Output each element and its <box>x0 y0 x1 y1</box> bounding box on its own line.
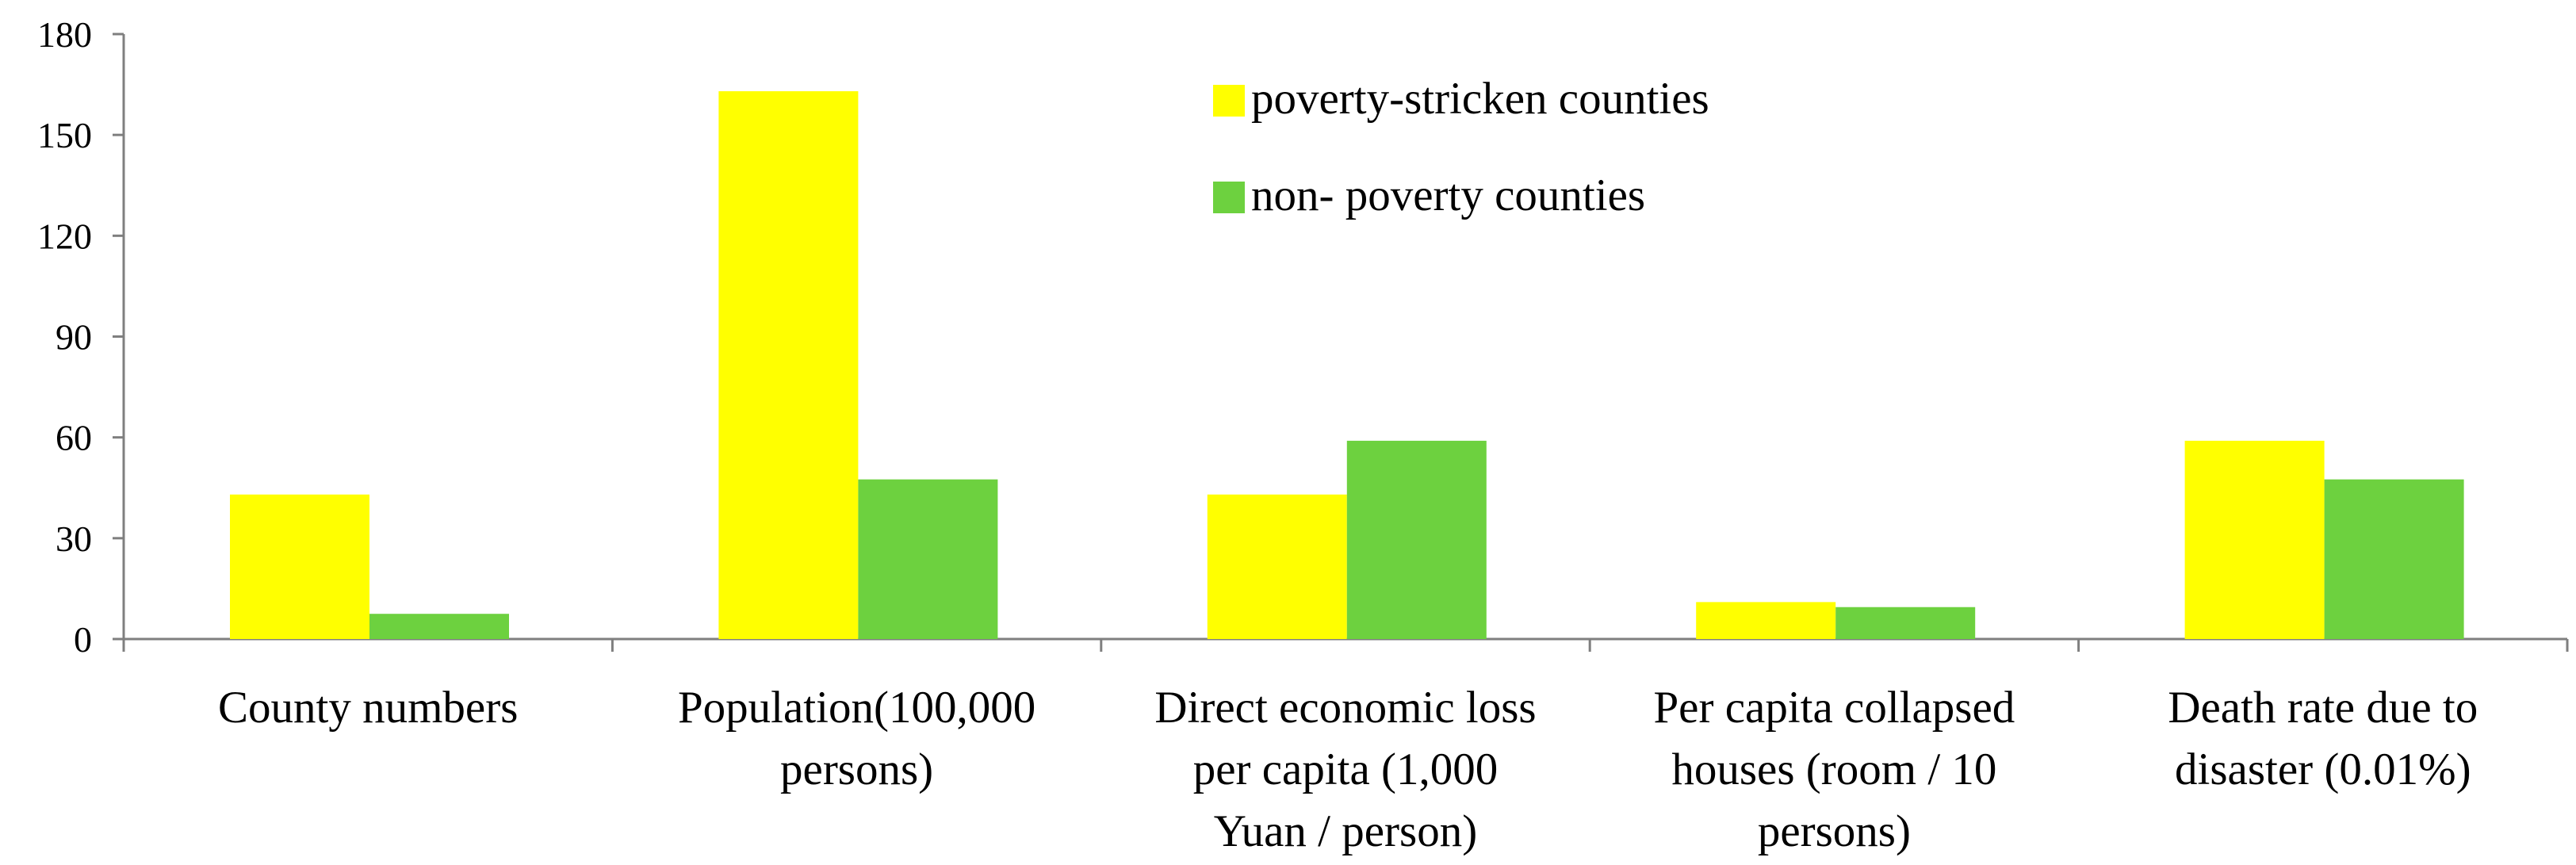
bar-poverty-3 <box>1696 602 1836 639</box>
bars <box>230 91 2464 640</box>
bar-non-poverty-0 <box>369 614 509 639</box>
y-tick-label: 90 <box>56 317 92 358</box>
legend-swatch-non-poverty <box>1213 182 1245 213</box>
x-category-label-line: Population(100,000 <box>678 683 1035 733</box>
bar-non-poverty-1 <box>858 479 998 639</box>
legend-label-poverty: poverty-stricken counties <box>1251 74 1709 124</box>
bar-non-poverty-2 <box>1346 440 1487 639</box>
x-category-label: Population(100,000 persons) <box>678 683 1035 794</box>
x-category-label-line: Per capita collapsed <box>1653 683 2015 733</box>
x-category-label-line: Death rate due to <box>2168 683 2478 733</box>
y-axis: 0 30 60 90 120 150 180 <box>37 14 125 660</box>
x-category-label-line: persons) <box>780 744 933 794</box>
legend-label-non-poverty: non- poverty counties <box>1251 170 1645 220</box>
x-category-label-line: houses (room / 10 <box>1671 744 1996 794</box>
x-axis: County numbers Population(100,000 persons)… <box>122 637 2569 856</box>
y-tick-label: 60 <box>56 418 92 458</box>
bar-poverty-2 <box>1207 494 1347 639</box>
x-category-label-line: per capita (1,000 <box>1193 744 1499 794</box>
legend: poverty-stricken counties non- poverty co… <box>1213 74 1709 220</box>
x-category-label-line: persons) <box>1758 806 1911 856</box>
y-tick-label: 180 <box>37 14 92 55</box>
x-category-label-line: Yuan / person) <box>1214 806 1477 856</box>
x-category-label: Per capita collapsed houses (room / 10 per… <box>1653 683 2015 856</box>
x-category-label-line: disaster (0.01%) <box>2175 744 2471 794</box>
bar-poverty-0 <box>230 494 369 639</box>
x-category-label-line: Direct economic loss <box>1154 683 1536 733</box>
y-tick-label: 0 <box>74 619 92 660</box>
x-category-label: Direct economic loss per capita (1,000 Yua… <box>1154 683 1536 856</box>
y-tick-label: 30 <box>56 519 92 559</box>
x-category-label: County numbers <box>218 683 518 733</box>
y-tick-label: 120 <box>37 216 92 256</box>
bar-non-poverty-3 <box>1835 607 1976 639</box>
x-category-label: Death rate due to disaster (0.01%) <box>2168 683 2478 794</box>
bar-non-poverty-4 <box>2324 479 2464 639</box>
bar-poverty-1 <box>718 91 859 640</box>
x-category-label-line: County numbers <box>218 683 518 733</box>
legend-swatch-poverty <box>1213 85 1245 117</box>
bar-poverty-4 <box>2184 440 2325 639</box>
y-tick-label: 150 <box>37 115 92 155</box>
